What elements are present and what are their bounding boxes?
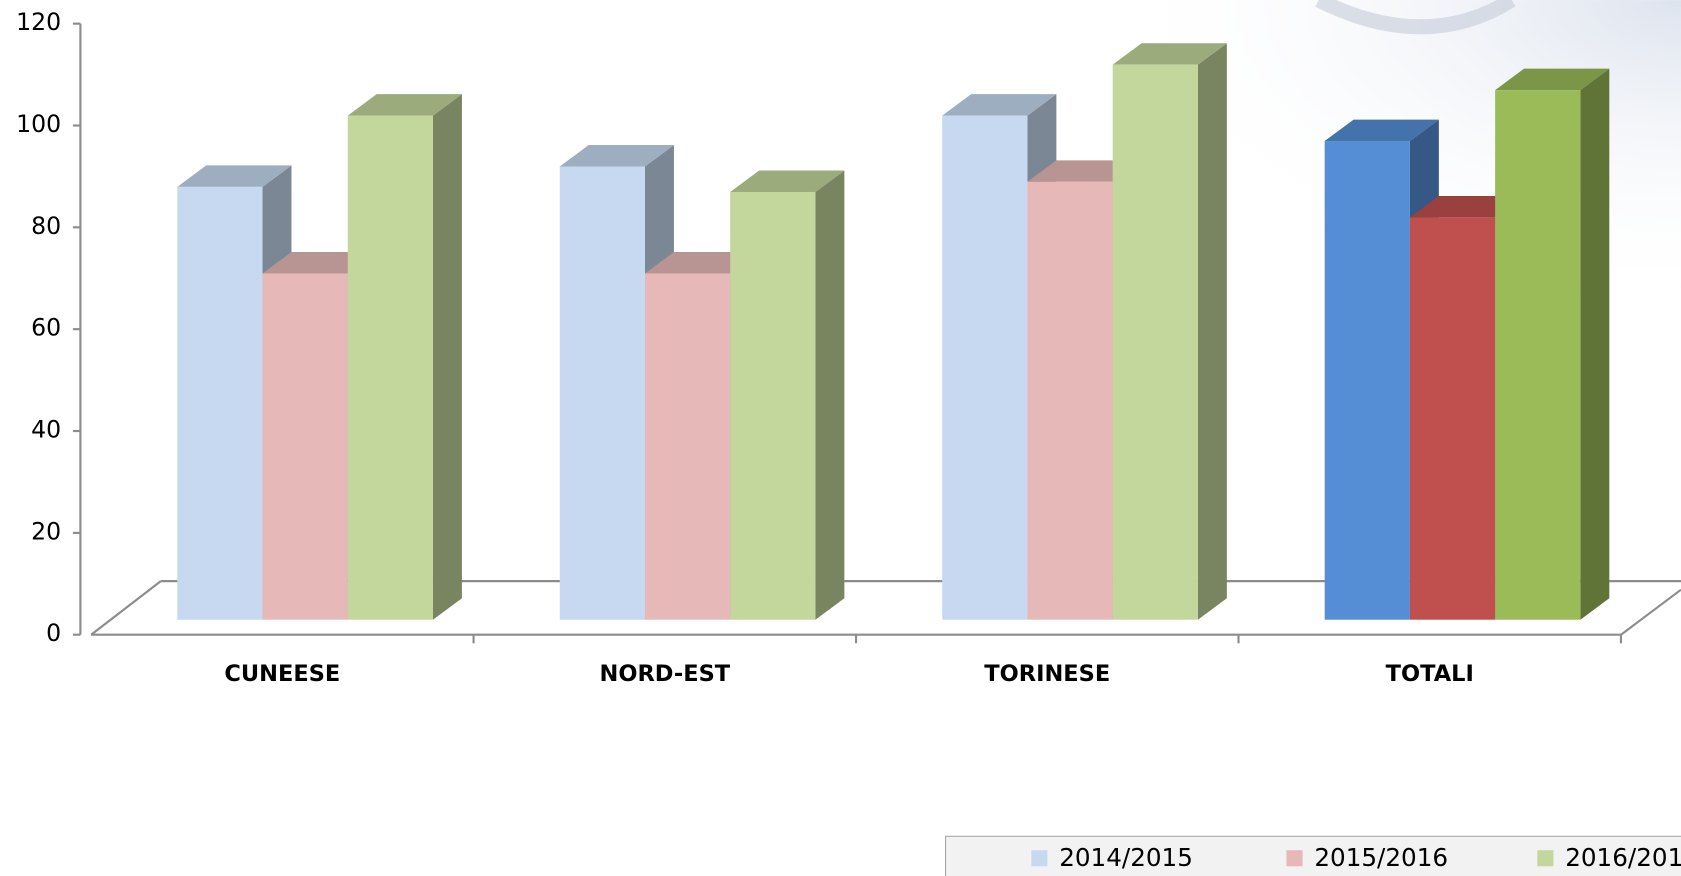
y-tick-label: 60 <box>31 314 61 342</box>
y-tick-label: 20 <box>31 517 61 545</box>
y-tick-label: 100 <box>16 110 61 138</box>
bar <box>559 166 645 620</box>
legend-swatch <box>1286 850 1303 867</box>
floor-edge <box>1620 588 1681 636</box>
decoration <box>1315 0 1516 35</box>
y-tick-label: 0 <box>46 619 61 647</box>
bar <box>177 186 263 620</box>
bar-top <box>942 94 1057 116</box>
bar <box>1324 141 1410 620</box>
y-tick-label: 40 <box>31 416 61 444</box>
legend-label: 2014/2015 <box>1059 843 1193 872</box>
y-tick-label: 80 <box>31 212 61 240</box>
bar-top <box>730 170 845 192</box>
x-tick-label: TOTALI <box>1386 661 1474 687</box>
bar-side <box>432 94 462 620</box>
bar-side <box>1197 43 1227 620</box>
bar-top <box>1112 43 1227 65</box>
bar-top <box>347 94 462 116</box>
legend-box <box>945 835 1681 876</box>
bar-side <box>815 170 845 620</box>
bar <box>1495 90 1581 620</box>
x-tick-label: TORINESE <box>984 661 1110 687</box>
bar <box>1112 64 1198 620</box>
bar <box>730 191 816 620</box>
bar <box>1027 181 1113 620</box>
legend-swatch <box>1537 850 1554 867</box>
bar-top <box>177 165 292 187</box>
floor-edge <box>90 580 162 636</box>
bar <box>347 115 433 620</box>
bar <box>644 273 731 620</box>
bar <box>942 115 1028 620</box>
bar-top <box>1324 119 1439 142</box>
bar <box>262 273 348 620</box>
legend-label: 2016/2017 <box>1565 843 1681 872</box>
bar-top <box>1495 68 1610 91</box>
bar-top <box>559 145 674 167</box>
bar <box>1409 217 1496 620</box>
y-tick-label: 120 <box>16 8 61 36</box>
x-tick-label: CUNEESE <box>224 661 340 687</box>
legend-swatch <box>1031 850 1048 867</box>
legend-label: 2015/2016 <box>1314 843 1448 872</box>
bar-side <box>1580 68 1610 620</box>
x-tick-label: NORD-EST <box>599 661 730 687</box>
